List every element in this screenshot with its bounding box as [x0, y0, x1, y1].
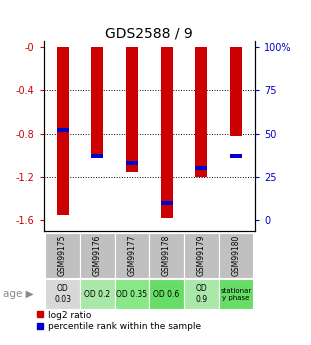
Bar: [57, 128, 69, 132]
Bar: [149, 279, 184, 309]
Bar: [45, 233, 80, 278]
Text: OD 0.35: OD 0.35: [116, 289, 147, 299]
Bar: [195, 47, 207, 177]
Bar: [149, 233, 184, 278]
Bar: [184, 233, 219, 278]
Bar: [230, 154, 242, 158]
Text: GSM99176: GSM99176: [93, 235, 102, 276]
Bar: [57, 47, 69, 215]
Legend: log2 ratio, percentile rank within the sample: log2 ratio, percentile rank within the s…: [37, 310, 201, 331]
Text: age ▶: age ▶: [3, 289, 34, 299]
Text: GSM99178: GSM99178: [162, 235, 171, 276]
Bar: [126, 161, 138, 165]
Bar: [91, 47, 103, 155]
Text: GSM99179: GSM99179: [197, 235, 206, 276]
Text: GSM99177: GSM99177: [128, 235, 137, 276]
Text: GSM99180: GSM99180: [231, 235, 240, 276]
Bar: [91, 154, 103, 158]
Bar: [160, 47, 173, 218]
Bar: [230, 47, 242, 136]
Bar: [219, 233, 253, 278]
Text: stationar
y phase: stationar y phase: [220, 288, 252, 300]
Bar: [184, 279, 219, 309]
Text: GSM99175: GSM99175: [58, 235, 67, 276]
Text: OD
0.03: OD 0.03: [54, 284, 71, 304]
Bar: [195, 166, 207, 170]
Bar: [115, 279, 149, 309]
Text: OD 0.2: OD 0.2: [84, 289, 110, 299]
Bar: [160, 201, 173, 205]
Bar: [126, 47, 138, 171]
Bar: [115, 233, 149, 278]
Text: OD
0.9: OD 0.9: [195, 284, 207, 304]
Text: OD 0.6: OD 0.6: [154, 289, 180, 299]
Bar: [219, 279, 253, 309]
Bar: [45, 279, 80, 309]
Bar: [80, 279, 115, 309]
Title: GDS2588 / 9: GDS2588 / 9: [105, 26, 193, 40]
Bar: [80, 233, 115, 278]
